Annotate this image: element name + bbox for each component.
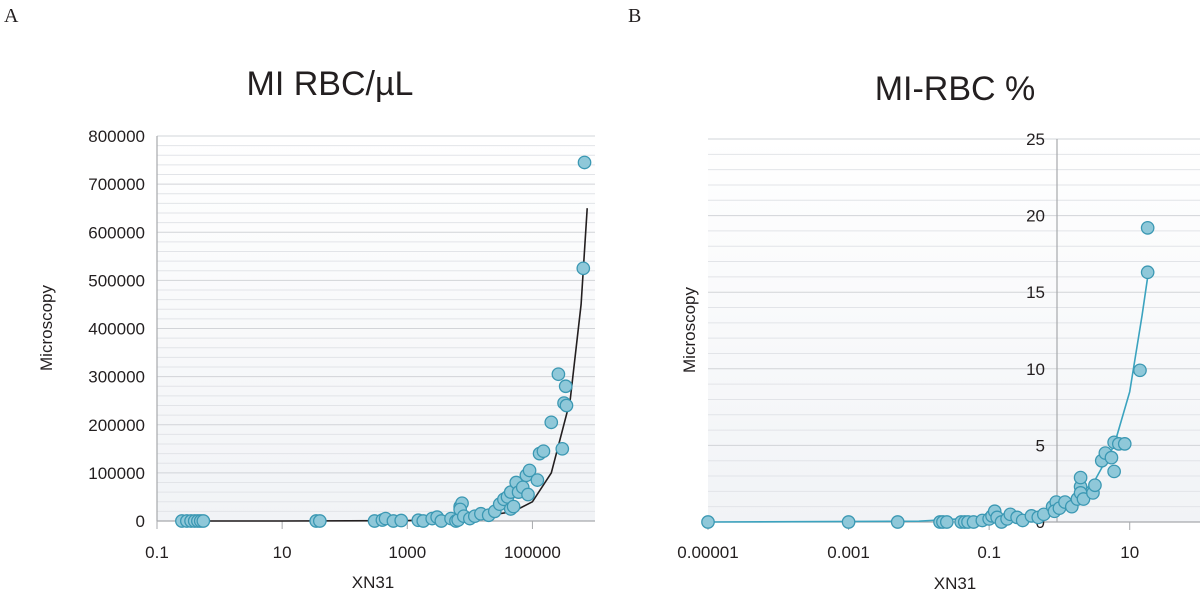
y-tick-label: 800000 (88, 127, 145, 146)
x-tick-label: 100000 (504, 543, 561, 562)
panel-a-chart: A 0 100000 200000 300000 400000 500000 600000 7… (4, 5, 595, 592)
x-tick-label: 0.1 (145, 543, 169, 562)
y-axis-title-a: Microscopy (37, 285, 56, 371)
x-tick-label: 0.1 (977, 543, 1001, 562)
y-tick-label: 600000 (88, 223, 145, 242)
panel-b-letter: B (628, 5, 641, 27)
data-point (394, 513, 409, 528)
panel-a-letter: A (4, 5, 19, 27)
y-tick-label: 0 (136, 512, 145, 531)
y-axis-title-b: Microscopy (680, 287, 699, 373)
x-axis-title-a: XN31 (352, 573, 395, 592)
data-point (1140, 265, 1155, 280)
data-point (577, 155, 592, 170)
data-point (939, 515, 954, 529)
y-tick-label: 700000 (88, 175, 145, 194)
data-point (506, 499, 521, 514)
y-tick-label: 20 (1026, 207, 1045, 226)
data-point (536, 444, 551, 459)
data-points-b (701, 221, 1155, 529)
data-point (558, 379, 573, 394)
data-point (530, 473, 545, 487)
data-point (544, 415, 559, 430)
plot-area-b (708, 139, 1200, 522)
x-axis-title-b: XN31 (934, 574, 977, 593)
data-point (312, 514, 327, 528)
data-point (1104, 450, 1119, 465)
y-tick-label: 500000 (88, 271, 145, 290)
data-point (576, 261, 591, 276)
data-point (841, 515, 856, 529)
y-tick-label: 10 (1026, 360, 1045, 379)
x-tick-label: 0.00001 (677, 543, 738, 562)
data-point (555, 441, 570, 456)
y-tick-label: 15 (1026, 283, 1045, 302)
data-point (1088, 478, 1102, 493)
data-point (1133, 363, 1147, 378)
data-points-a (175, 155, 592, 528)
data-point (890, 515, 905, 529)
data-point (1073, 470, 1088, 485)
data-point (521, 487, 535, 502)
x-tick-label: 10 (1120, 543, 1139, 562)
y-tick-label: 100000 (88, 464, 145, 483)
y-tick-label: 200000 (88, 416, 145, 435)
x-tick-label: 0.001 (827, 543, 870, 562)
x-tick-label: 10 (273, 543, 292, 562)
data-point (1107, 464, 1121, 479)
tick-labels-a: 0 100000 200000 300000 400000 500000 600000 700… (88, 127, 561, 562)
data-point (522, 463, 537, 478)
data-point (559, 398, 574, 413)
x-tick-label: 1000 (388, 543, 426, 562)
gridlines-a (157, 135, 595, 522)
y-tick-label: 400000 (88, 320, 145, 339)
data-point (1140, 221, 1155, 235)
chart-title-b: MI-RBC % (875, 70, 1036, 108)
trend-line-a (181, 208, 588, 522)
data-point (1117, 437, 1132, 451)
y-tick-label: 300000 (88, 368, 145, 387)
data-point (1076, 492, 1091, 506)
data-point (196, 514, 211, 528)
y-tick-label: 5 (1036, 436, 1045, 455)
data-point (551, 367, 566, 382)
y-tick-label: 25 (1026, 130, 1045, 149)
chart-title-a: MI RBC/µL (247, 65, 414, 103)
data-point (701, 515, 715, 529)
